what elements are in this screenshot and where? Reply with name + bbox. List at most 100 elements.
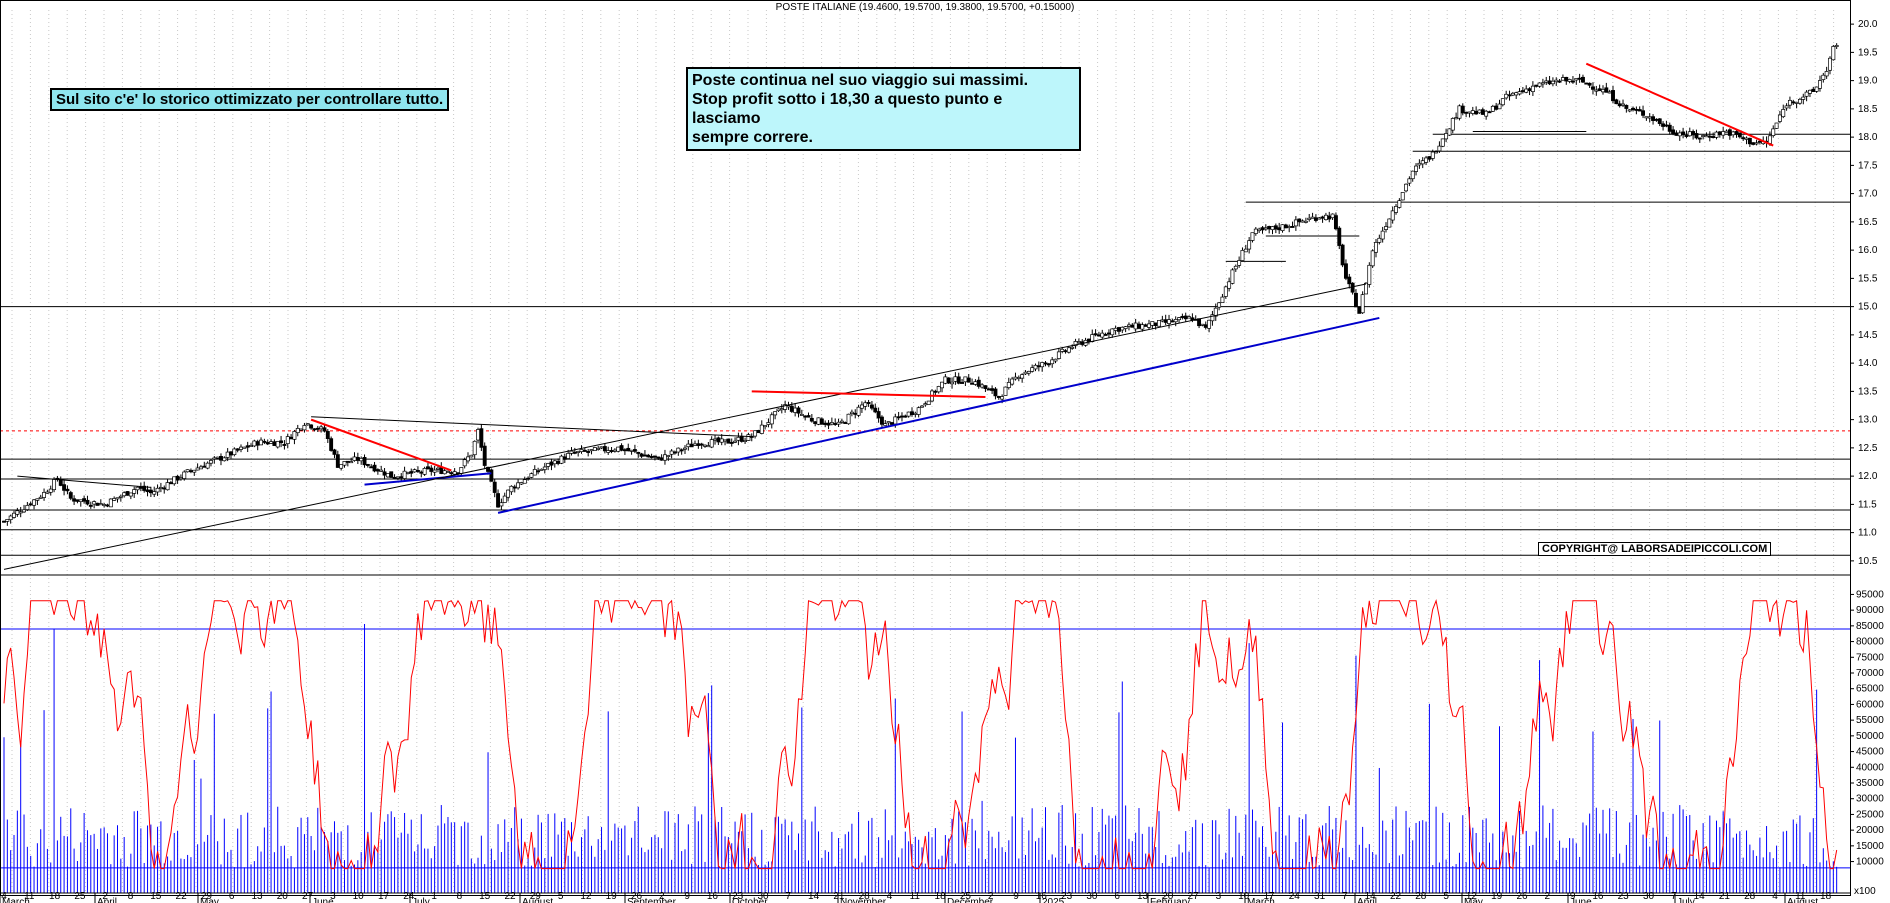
candle-body — [1046, 363, 1051, 366]
candle-body — [723, 439, 727, 442]
candle-body — [1357, 306, 1362, 314]
candle-body — [953, 376, 958, 382]
candle-body — [28, 503, 33, 506]
candle-body — [222, 457, 227, 462]
candle-body — [1150, 321, 1155, 326]
day-label: 29 — [530, 891, 542, 902]
candle-body — [829, 422, 834, 425]
price-tick-label: 14.5 — [1858, 330, 1878, 341]
candle-body — [255, 441, 260, 446]
candle-body — [1427, 156, 1432, 160]
candle-body — [1006, 382, 1011, 388]
candle-body — [1177, 317, 1181, 321]
candle-body — [155, 487, 160, 493]
candle-body — [1400, 192, 1405, 201]
volume-tick-label: 30000 — [1856, 794, 1884, 805]
candle-body — [1290, 225, 1295, 228]
day-label: 15 — [479, 891, 491, 902]
candle-body — [345, 460, 350, 463]
candle-body — [686, 443, 691, 448]
candle-body — [1577, 77, 1582, 80]
candle-body — [1233, 265, 1238, 270]
candle-body — [809, 417, 814, 422]
candle-body — [933, 390, 938, 393]
trendline — [311, 416, 752, 438]
candle-body — [272, 441, 277, 446]
candle-body — [1450, 118, 1455, 131]
candle-body — [559, 455, 564, 464]
price-tick-label: 12.0 — [1858, 471, 1878, 482]
candle-body — [446, 471, 450, 473]
candle-body — [1694, 133, 1699, 139]
candle-body — [1564, 76, 1569, 82]
volume-tick-label: 40000 — [1856, 762, 1884, 773]
candle-body — [1180, 316, 1185, 318]
day-label: 7 — [786, 891, 792, 902]
candle-body — [522, 479, 527, 484]
candle-body — [18, 511, 23, 514]
candle-body — [108, 498, 113, 508]
day-label: 19 — [1491, 891, 1503, 902]
candle-body — [1687, 131, 1692, 137]
candle-body — [142, 485, 147, 491]
candle-body — [779, 408, 784, 411]
day-label: 14 — [1365, 891, 1377, 902]
candle-body — [472, 440, 477, 456]
candle-body — [726, 438, 731, 444]
day-label: 25 — [960, 891, 972, 902]
candle-body — [542, 466, 547, 470]
candle-body — [806, 415, 811, 418]
candle-body — [105, 504, 110, 507]
candle-body — [1260, 227, 1265, 231]
candle-body — [1307, 217, 1312, 220]
candle-body — [636, 451, 641, 454]
candle-body — [112, 498, 117, 501]
candle-body — [1811, 88, 1816, 92]
candle-body — [269, 441, 274, 444]
candle-body — [813, 421, 818, 424]
candle-body — [1517, 91, 1522, 95]
candle-body — [1797, 98, 1802, 104]
trendline — [1585, 62, 1774, 147]
candle-body — [1737, 132, 1742, 138]
candle-body — [706, 445, 711, 448]
candle-body — [976, 379, 981, 387]
candle-body — [88, 504, 93, 507]
candle-body — [1804, 91, 1809, 97]
candle-body — [1654, 118, 1659, 121]
volume-tick-label: 35000 — [1856, 778, 1884, 789]
candle-body — [499, 502, 504, 507]
candle-body — [1808, 89, 1812, 94]
candle-body — [1420, 160, 1425, 165]
candle-body — [642, 454, 647, 457]
month-label: March — [2, 897, 30, 903]
candle-body — [803, 415, 808, 418]
candle-body — [973, 381, 978, 385]
candle-body — [412, 469, 417, 473]
candle-body — [289, 436, 294, 440]
candle-body — [1270, 226, 1275, 231]
candle-body — [1023, 371, 1028, 375]
month-label: June — [1570, 897, 1592, 903]
candle-body — [389, 471, 394, 478]
candle-body — [1377, 237, 1382, 243]
candle-body — [1667, 124, 1672, 132]
candle-body — [1490, 105, 1495, 112]
candle-body — [1507, 94, 1512, 97]
candle-body — [1210, 314, 1215, 322]
candle-body — [312, 428, 317, 431]
candle-body — [746, 434, 751, 441]
candle-body — [703, 444, 707, 447]
candle-body — [609, 450, 614, 452]
candle-body — [369, 466, 374, 469]
candle-body — [32, 499, 36, 506]
candle-body — [1230, 269, 1235, 284]
candle-body — [879, 416, 884, 425]
candle-body — [1033, 364, 1038, 370]
candle-body — [1677, 132, 1682, 137]
candle-body — [1387, 218, 1392, 228]
candle-body — [546, 463, 551, 467]
candle-body — [322, 427, 327, 432]
candle-body — [1530, 85, 1535, 92]
candle-body — [970, 382, 975, 385]
